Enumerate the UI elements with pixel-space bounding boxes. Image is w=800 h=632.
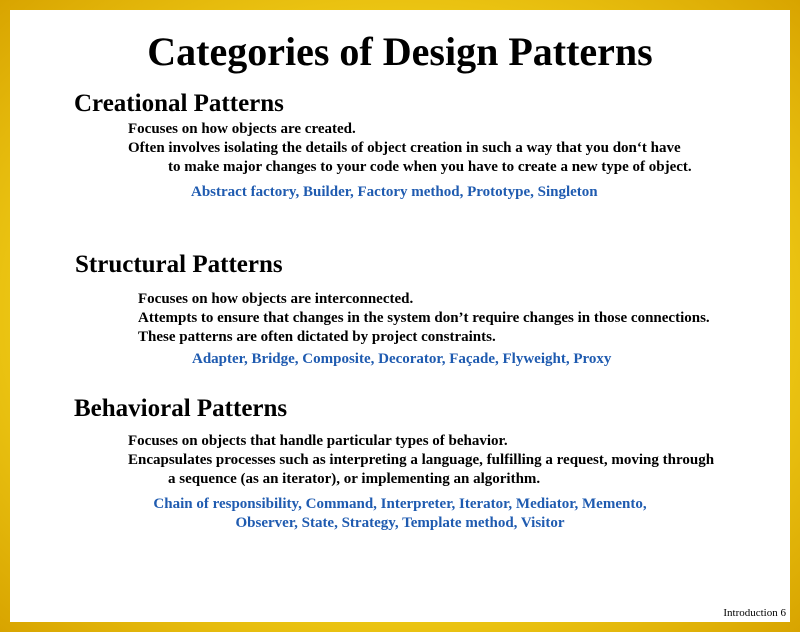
examples-behavioral: Chain of responsibility, Command, Interp…	[10, 495, 790, 533]
body-line: Attempts to ensure that changes in the s…	[138, 310, 710, 326]
section-heading-creational: Creational Patterns	[74, 90, 284, 117]
body-line: Encapsulates processes such as interpret…	[128, 452, 715, 468]
body-line: These patterns are often dictated by pro…	[138, 329, 496, 345]
examples-line: Observer, State, Strategy, Template meth…	[235, 515, 565, 531]
body-line: Focuses on how objects are created.	[128, 121, 356, 137]
slide-footer: Introduction 6	[723, 607, 786, 619]
body-line: Focuses on objects that handle particula…	[128, 433, 508, 449]
slide: Categories of Design Patterns Creational…	[10, 10, 790, 622]
body-line: Focuses on how objects are interconnecte…	[138, 291, 414, 307]
body-line: a sequence (as an iterator), or implemen…	[168, 471, 541, 487]
examples-line: Adapter, Bridge, Composite, Decorator, F…	[192, 351, 612, 367]
examples-structural: Adapter, Bridge, Composite, Decorator, F…	[192, 350, 611, 369]
slide-title: Categories of Design Patterns	[147, 29, 653, 74]
body-line: to make major changes to your code when …	[168, 159, 692, 175]
examples-line: Abstract factory, Builder, Factory metho…	[191, 184, 598, 200]
body-line: Often involves isolating the details of …	[128, 140, 681, 156]
section-body-structural: Focuses on how objects are interconnecte…	[138, 290, 710, 347]
section-body-behavioral: Focuses on objects that handle particula…	[128, 432, 714, 489]
section-heading-structural: Structural Patterns	[75, 251, 283, 278]
section-body-creational: Focuses on how objects are created. Ofte…	[128, 120, 692, 177]
examples-creational: Abstract factory, Builder, Factory metho…	[191, 183, 598, 202]
section-heading-behavioral: Behavioral Patterns	[74, 395, 288, 422]
examples-line: Chain of responsibility, Command, Interp…	[153, 496, 647, 512]
